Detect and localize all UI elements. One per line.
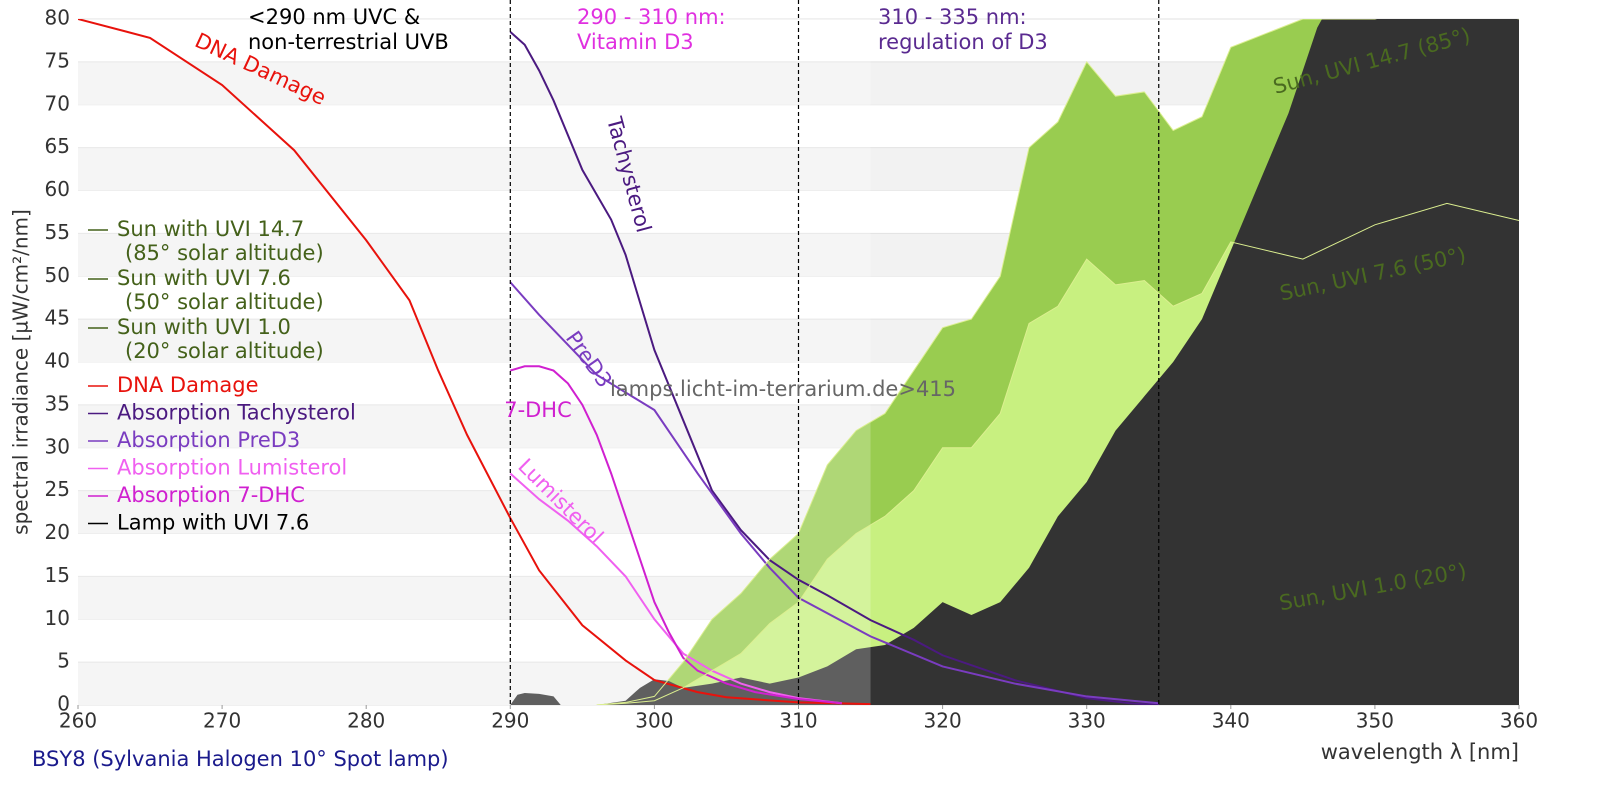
x-axis-label: wavelength λ [nm]	[1321, 740, 1519, 764]
annotation: Vitamin D3	[577, 30, 694, 54]
y-tick-label: 15	[45, 563, 70, 587]
legend-note: (50° solar altitude)	[125, 290, 324, 314]
legend-label: Lamp with UVI 7.6	[117, 511, 309, 535]
y-tick-label: 45	[45, 306, 70, 330]
y-tick-label: 55	[45, 220, 70, 244]
line	[509, 31, 1159, 705]
curve-label: lamps.licht-im-terrarium.de>415	[610, 377, 956, 401]
y-tick-label: 20	[45, 520, 70, 544]
x-tick-label: 330	[1068, 709, 1106, 733]
x-tick-label: 280	[347, 709, 385, 733]
plot-area	[78, 19, 1519, 705]
x-tick-label: 310	[779, 709, 817, 733]
annotation: 310 - 335 nm:	[878, 5, 1027, 29]
y-axis-label: spectral irradiance [µW/cm²/nm]	[9, 209, 33, 535]
y-tick-label: 80	[45, 6, 70, 30]
y-tick-label: 50	[45, 263, 70, 287]
x-tick-label: 290	[491, 709, 529, 733]
y-tick-label: 35	[45, 391, 70, 415]
legend-label: DNA Damage	[117, 373, 259, 397]
footer: BSY8 (Sylvania Halogen 10° Spot lamp)	[32, 747, 449, 771]
y-tick-label: 25	[45, 477, 70, 501]
x-tick-label: 300	[635, 709, 673, 733]
y-tick-label: 30	[45, 434, 70, 458]
curve-label: 7-DHC	[504, 398, 572, 422]
x-tick-label: 320	[924, 709, 962, 733]
legend-note: (85° solar altitude)	[125, 241, 324, 265]
x-tick-label: 260	[59, 709, 97, 733]
legend-label: Absorption PreD3	[117, 428, 300, 452]
line	[510, 365, 842, 705]
outline	[596, 202, 1519, 705]
annotation: 290 - 310 nm:	[577, 5, 726, 29]
legend-label: Sun with UVI 14.7	[117, 217, 304, 241]
legend-label: Sun with UVI 1.0	[117, 315, 291, 339]
legend-label: Absorption 7-DHC	[117, 483, 305, 507]
y-tick-label: 40	[45, 349, 70, 373]
area	[510, 19, 1519, 705]
shade	[78, 19, 871, 705]
x-tick-label: 340	[1212, 709, 1250, 733]
x-tick-label: 360	[1500, 709, 1538, 733]
y-tick-label: 60	[45, 177, 70, 201]
x-tick-label: 350	[1356, 709, 1394, 733]
y-tick-label: 0	[57, 692, 70, 716]
outline	[596, 19, 1519, 705]
x-tick-label: 270	[203, 709, 241, 733]
y-tick-label: 5	[57, 649, 70, 673]
legend-label: Sun with UVI 7.6	[117, 266, 291, 290]
y-tick-label: 65	[45, 134, 70, 158]
y-tick-label: 10	[45, 606, 70, 630]
y-tick-label: 75	[45, 48, 70, 72]
annotation: regulation of D3	[878, 30, 1048, 54]
legend-label: Absorption Lumisterol	[117, 456, 347, 480]
legend-note: (20° solar altitude)	[125, 339, 324, 363]
line	[509, 281, 1159, 705]
annotation: non-terrestrial UVB	[248, 30, 449, 54]
annotation: <290 nm UVC &	[248, 5, 420, 29]
y-tick-label: 70	[45, 91, 70, 115]
line	[509, 472, 842, 705]
legend-label: Absorption Tachysterol	[117, 401, 356, 425]
